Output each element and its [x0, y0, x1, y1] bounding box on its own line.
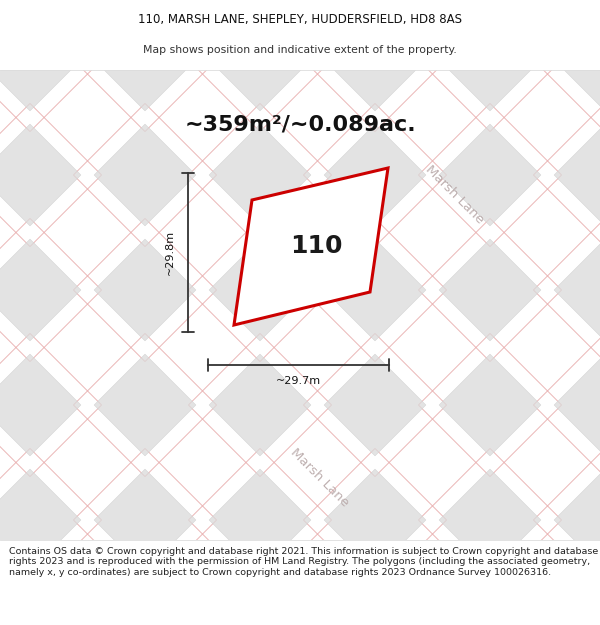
Polygon shape — [439, 354, 541, 456]
Polygon shape — [234, 168, 388, 325]
Polygon shape — [439, 124, 541, 226]
Polygon shape — [554, 239, 600, 341]
Polygon shape — [0, 124, 81, 226]
Polygon shape — [94, 584, 196, 625]
Polygon shape — [94, 9, 196, 111]
Text: Marsh Lane: Marsh Lane — [288, 446, 352, 510]
Polygon shape — [324, 469, 426, 571]
Text: 110: 110 — [290, 234, 342, 258]
Polygon shape — [554, 354, 600, 456]
Polygon shape — [324, 354, 426, 456]
Polygon shape — [324, 584, 426, 625]
Polygon shape — [209, 124, 311, 226]
Polygon shape — [439, 469, 541, 571]
Polygon shape — [0, 354, 81, 456]
Text: ~29.7m: ~29.7m — [276, 376, 321, 386]
Text: 110, MARSH LANE, SHEPLEY, HUDDERSFIELD, HD8 8AS: 110, MARSH LANE, SHEPLEY, HUDDERSFIELD, … — [138, 13, 462, 26]
Text: ~29.8m: ~29.8m — [165, 230, 175, 275]
Polygon shape — [0, 239, 81, 341]
Polygon shape — [94, 239, 196, 341]
Polygon shape — [324, 124, 426, 226]
Polygon shape — [554, 584, 600, 625]
Polygon shape — [209, 239, 311, 341]
Text: Contains OS data © Crown copyright and database right 2021. This information is : Contains OS data © Crown copyright and d… — [9, 547, 598, 577]
Polygon shape — [209, 9, 311, 111]
Polygon shape — [554, 9, 600, 111]
Polygon shape — [209, 584, 311, 625]
Polygon shape — [94, 354, 196, 456]
Polygon shape — [94, 124, 196, 226]
Text: ~359m²/~0.089ac.: ~359m²/~0.089ac. — [184, 115, 416, 135]
Polygon shape — [554, 124, 600, 226]
Polygon shape — [324, 9, 426, 111]
Polygon shape — [324, 239, 426, 341]
Polygon shape — [439, 239, 541, 341]
Polygon shape — [209, 354, 311, 456]
Text: Marsh Lane: Marsh Lane — [423, 163, 487, 227]
Polygon shape — [439, 584, 541, 625]
Text: Map shows position and indicative extent of the property.: Map shows position and indicative extent… — [143, 46, 457, 56]
Polygon shape — [554, 469, 600, 571]
Polygon shape — [0, 469, 81, 571]
Polygon shape — [209, 469, 311, 571]
Polygon shape — [439, 9, 541, 111]
Polygon shape — [0, 9, 81, 111]
Polygon shape — [94, 469, 196, 571]
Polygon shape — [0, 584, 81, 625]
